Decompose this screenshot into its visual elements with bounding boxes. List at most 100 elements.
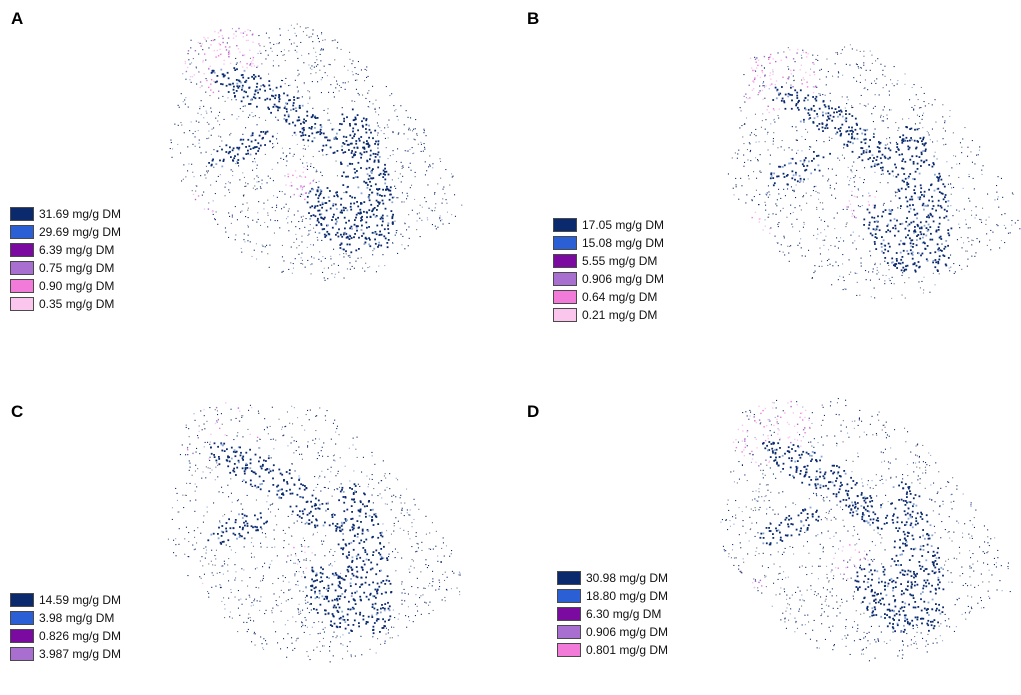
map-pixel bbox=[319, 581, 322, 583]
map-pixel bbox=[440, 160, 442, 162]
map-pixel bbox=[839, 109, 842, 112]
map-pixel bbox=[251, 134, 254, 137]
map-pixel bbox=[267, 433, 269, 435]
map-pixel bbox=[188, 59, 190, 61]
map-pixel bbox=[380, 581, 383, 584]
map-pixel bbox=[429, 582, 431, 584]
map-pixel bbox=[354, 171, 357, 174]
map-pixel bbox=[907, 148, 910, 151]
map-pixel bbox=[235, 90, 238, 92]
map-pixel bbox=[845, 226, 847, 228]
map-pixel bbox=[926, 230, 929, 232]
map-pixel bbox=[229, 611, 231, 613]
map-pixel bbox=[799, 205, 801, 207]
map-pixel bbox=[203, 446, 205, 448]
map-pixel bbox=[249, 148, 252, 150]
map-pixel bbox=[194, 198, 197, 201]
map-pixel bbox=[279, 85, 282, 88]
map-pixel bbox=[298, 477, 301, 480]
map-pixel bbox=[356, 520, 359, 522]
map-pixel bbox=[392, 131, 394, 133]
map-pixel bbox=[341, 618, 344, 621]
map-pixel bbox=[361, 471, 363, 473]
map-pixel bbox=[336, 132, 338, 135]
map-pixel bbox=[741, 511, 743, 513]
map-pixel bbox=[322, 154, 324, 156]
map-pixel bbox=[755, 550, 757, 552]
map-pixel bbox=[947, 532, 949, 534]
map-pixel bbox=[926, 216, 928, 218]
map-pixel bbox=[334, 572, 337, 574]
map-pixel bbox=[388, 609, 391, 612]
map-pixel bbox=[261, 183, 263, 185]
map-pixel bbox=[820, 68, 822, 70]
map-pixel bbox=[851, 215, 853, 217]
map-pixel bbox=[860, 94, 862, 96]
map-pixel bbox=[259, 186, 261, 188]
map-pixel bbox=[759, 85, 761, 87]
map-pixel bbox=[303, 559, 305, 561]
map-pixel bbox=[323, 216, 326, 219]
map-pixel bbox=[846, 566, 849, 568]
map-pixel bbox=[381, 224, 383, 227]
map-pixel bbox=[373, 160, 376, 163]
map-pixel bbox=[268, 567, 270, 569]
map-pixel bbox=[238, 116, 240, 118]
map-pixel bbox=[241, 535, 243, 538]
map-pixel bbox=[968, 173, 970, 175]
map-pixel bbox=[302, 590, 304, 592]
map-pixel bbox=[247, 617, 249, 619]
map-pixel bbox=[374, 238, 376, 241]
map-pixel bbox=[260, 516, 262, 519]
map-pixel bbox=[753, 171, 755, 173]
map-pixel bbox=[267, 226, 269, 228]
map-pixel bbox=[214, 81, 217, 84]
map-pixel bbox=[815, 535, 817, 537]
map-pixel bbox=[868, 211, 871, 214]
map-pixel bbox=[381, 535, 384, 538]
map-pixel bbox=[287, 515, 289, 517]
map-pixel bbox=[234, 95, 236, 97]
map-pixel bbox=[911, 155, 914, 158]
map-pixel bbox=[397, 119, 399, 121]
map-pixel bbox=[880, 246, 883, 248]
map-pixel bbox=[839, 134, 842, 137]
map-pixel bbox=[400, 233, 402, 235]
map-pixel bbox=[349, 268, 351, 270]
map-pixel bbox=[909, 490, 911, 493]
map-pixel bbox=[209, 441, 211, 443]
map-pixel bbox=[235, 577, 237, 579]
map-pixel bbox=[828, 249, 830, 251]
map-pixel bbox=[840, 52, 842, 54]
map-pixel bbox=[819, 253, 821, 255]
map-pixel bbox=[352, 493, 355, 495]
map-pixel bbox=[352, 498, 355, 501]
map-pixel bbox=[300, 566, 302, 568]
map-pixel bbox=[928, 216, 930, 219]
map-pixel bbox=[290, 262, 292, 264]
map-pixel bbox=[964, 127, 966, 129]
map-pixel bbox=[385, 633, 387, 635]
map-pixel bbox=[987, 193, 989, 195]
map-pixel bbox=[922, 138, 924, 141]
map-pixel bbox=[758, 581, 760, 584]
map-pixel bbox=[332, 152, 335, 154]
map-pixel bbox=[322, 144, 325, 147]
map-pixel bbox=[265, 50, 267, 52]
map-pixel bbox=[229, 471, 232, 474]
map-pixel bbox=[755, 128, 757, 130]
map-pixel bbox=[835, 495, 838, 498]
map-pixel bbox=[921, 252, 924, 255]
map-pixel bbox=[228, 56, 230, 58]
map-pixel bbox=[813, 117, 816, 120]
map-pixel bbox=[889, 109, 891, 111]
map-pixel bbox=[887, 147, 890, 150]
map-pixel bbox=[919, 287, 921, 289]
map-pixel bbox=[304, 429, 306, 431]
map-pixel bbox=[225, 144, 228, 147]
map-pixel bbox=[916, 647, 918, 649]
legend-label: 15.08 mg/g DM bbox=[582, 236, 665, 250]
map-pixel bbox=[245, 79, 248, 82]
map-pixel bbox=[234, 455, 237, 458]
map-pixel bbox=[210, 134, 212, 136]
